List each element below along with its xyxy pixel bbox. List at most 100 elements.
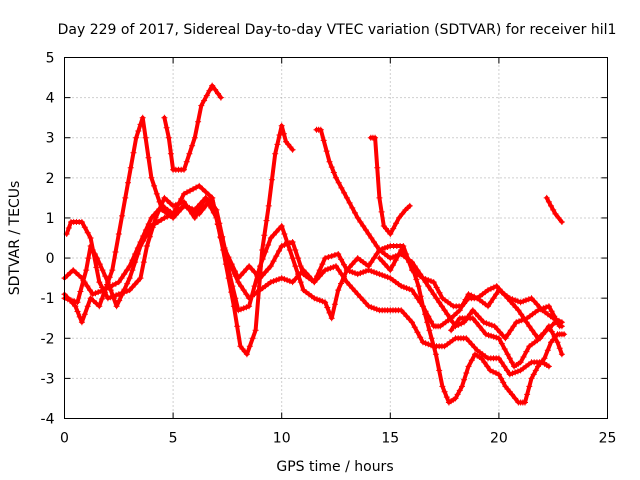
data-point xyxy=(236,276,240,280)
data-point xyxy=(280,224,284,228)
series-trace-4 xyxy=(63,194,565,330)
data-point xyxy=(458,316,462,320)
data-point xyxy=(475,296,479,300)
data-point xyxy=(128,288,132,292)
data-point xyxy=(197,184,201,188)
data-point xyxy=(473,352,477,356)
series-line xyxy=(377,248,567,405)
data-point xyxy=(345,280,349,284)
data-point xyxy=(334,176,338,180)
data-point xyxy=(484,332,488,336)
data-point xyxy=(510,392,514,396)
data-point xyxy=(89,244,93,248)
data-point xyxy=(84,268,88,272)
series-line xyxy=(62,183,562,341)
data-point xyxy=(134,136,138,140)
y-tick-label: -2 xyxy=(41,331,55,347)
data-point xyxy=(193,216,197,220)
data-point xyxy=(167,136,171,140)
data-point xyxy=(421,304,425,308)
data-point xyxy=(516,308,520,312)
data-point xyxy=(319,128,323,132)
data-point xyxy=(421,340,425,344)
data-point xyxy=(291,256,295,260)
data-point xyxy=(128,264,132,268)
data-point xyxy=(323,256,327,260)
data-point xyxy=(467,292,470,296)
data-point xyxy=(301,272,305,276)
x-tick-label: 15 xyxy=(381,431,399,447)
data-point xyxy=(97,304,101,308)
data-point xyxy=(149,216,153,220)
series-markers xyxy=(61,114,296,358)
data-point xyxy=(162,116,166,120)
data-point xyxy=(560,324,564,328)
data-point xyxy=(69,220,73,224)
data-point xyxy=(367,268,371,272)
data-point xyxy=(367,304,371,308)
data-point xyxy=(443,308,447,312)
grid-lines xyxy=(64,57,608,419)
data-point xyxy=(560,220,564,224)
data-point xyxy=(254,328,258,332)
data-point xyxy=(247,304,251,308)
data-point xyxy=(71,268,75,272)
data-point xyxy=(506,352,510,356)
data-point xyxy=(388,244,392,248)
data-point xyxy=(232,304,236,308)
data-point xyxy=(115,304,119,308)
data-point xyxy=(434,352,438,356)
data-point xyxy=(451,304,455,308)
data-point xyxy=(417,284,420,288)
x-tick-label: 0 xyxy=(60,431,69,447)
data-point xyxy=(530,360,533,364)
series-trace-5 xyxy=(61,182,563,342)
data-point xyxy=(76,300,79,304)
data-point xyxy=(545,196,549,200)
data-point xyxy=(486,356,490,360)
data-point xyxy=(471,308,475,312)
y-tick-label: -4 xyxy=(41,412,55,428)
data-point xyxy=(162,196,166,200)
data-point xyxy=(538,336,542,340)
data-point xyxy=(210,84,214,88)
data-point xyxy=(154,216,158,220)
data-point xyxy=(443,344,447,348)
data-point xyxy=(171,168,175,172)
data-point xyxy=(486,304,490,308)
data-point xyxy=(139,244,142,248)
data-point xyxy=(454,396,457,400)
data-point xyxy=(506,296,510,300)
data-point xyxy=(471,316,475,320)
data-point xyxy=(139,276,142,280)
data-point xyxy=(356,216,360,220)
data-point xyxy=(204,196,208,200)
data-point xyxy=(543,356,546,360)
data-point xyxy=(560,352,564,356)
data-point xyxy=(530,296,533,300)
data-point xyxy=(519,300,523,304)
data-point xyxy=(336,288,340,292)
data-point xyxy=(80,220,84,224)
data-point xyxy=(527,344,531,348)
data-point xyxy=(65,232,69,236)
plot-frame xyxy=(64,57,608,419)
data-point xyxy=(356,272,360,276)
data-point xyxy=(377,256,381,260)
data-point xyxy=(556,332,559,336)
data-point xyxy=(106,296,110,300)
data-point xyxy=(388,232,392,236)
data-point xyxy=(467,364,470,368)
data-point xyxy=(369,136,373,140)
data-point xyxy=(301,288,305,292)
y-tick-label: 4 xyxy=(46,91,55,107)
data-point xyxy=(388,256,392,260)
data-point xyxy=(367,264,371,268)
data-point xyxy=(345,268,349,272)
data-point xyxy=(464,336,468,340)
data-point xyxy=(440,384,444,388)
data-point xyxy=(336,252,340,256)
data-point xyxy=(128,276,132,280)
data-point xyxy=(388,276,392,280)
data-point xyxy=(258,276,262,280)
